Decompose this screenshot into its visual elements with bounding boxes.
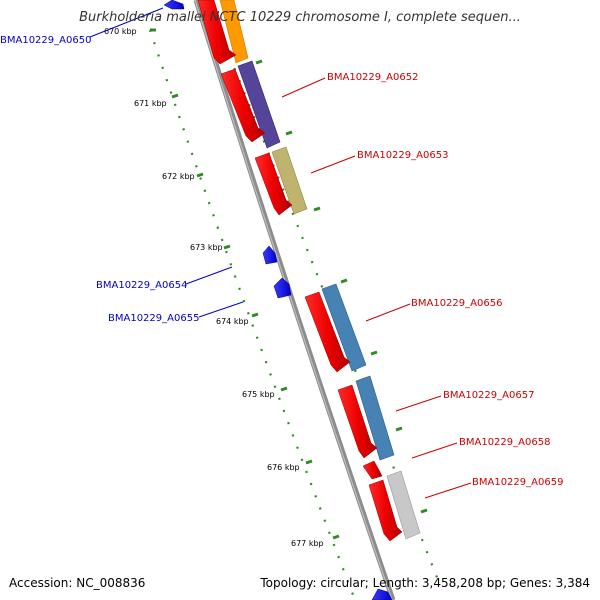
tick-label: 670 kbp [104, 27, 137, 36]
gene-label-a0659[interactable]: BMA10229_A0659 [472, 477, 563, 488]
leader-a0655 [198, 301, 244, 318]
feature-khaki [271, 146, 308, 215]
feature-steelblue-1 [321, 283, 367, 372]
tick-label: 675 kbp [242, 390, 275, 399]
leader-a0652 [281, 77, 326, 98]
gene-label-a0658[interactable]: BMA10229_A0658 [459, 437, 550, 448]
tick-label: 676 kbp [267, 463, 300, 472]
gene-arrow-a0651[interactable] [197, 0, 237, 65]
leader-a0650 [89, 7, 164, 38]
leader-a0656 [365, 303, 411, 322]
leader-a0658 [411, 442, 458, 459]
gene-arrow-a0653[interactable] [254, 152, 293, 216]
gene-arrow-a0656[interactable] [304, 291, 351, 373]
gene-arrow-a0659[interactable] [368, 479, 403, 542]
gene-arrow-bottom[interactable] [371, 588, 393, 600]
gene-label-a0650[interactable]: BMA10229_A0650 [0, 35, 91, 46]
gene-arrow-a0657[interactable] [337, 384, 378, 459]
map-title: Burkholderia mallei NCTC 10229 chromosom… [79, 10, 521, 25]
leader-a0654 [185, 266, 233, 285]
chromosome-backbone [193, 0, 396, 600]
outer-ticks [255, 59, 428, 514]
gene-arrow-a0650[interactable] [163, 0, 185, 10]
tick-label: 672 kbp [162, 172, 195, 181]
leader-a0653 [310, 155, 356, 174]
leader-a0657 [395, 395, 442, 412]
leader-a0659 [424, 482, 472, 499]
tick-label: 674 kbp [216, 317, 249, 326]
gene-arrow-a0654[interactable] [262, 245, 278, 265]
kbp-ticks [150, 28, 340, 540]
tick-label: 677 kbp [291, 539, 324, 548]
gene-arrow-a0652[interactable] [220, 68, 266, 143]
feature-orange [219, 0, 249, 64]
gene-label-a0656[interactable]: BMA10229_A0656 [411, 298, 502, 309]
gene-label-a0657[interactable]: BMA10229_A0657 [443, 390, 534, 401]
gene-label-a0652[interactable]: BMA10229_A0652 [327, 72, 418, 83]
gene-label-a0653[interactable]: BMA10229_A0653 [357, 150, 448, 161]
genome-summary: Topology: circular; Length: 3,458,208 bp… [260, 576, 590, 590]
tick-label: 671 kbp [134, 99, 167, 108]
gene-arrow-a0658[interactable] [362, 460, 383, 480]
feature-purple [237, 60, 281, 149]
gene-label-a0654[interactable]: BMA10229_A0654 [96, 280, 187, 291]
feature-lightgray [386, 470, 421, 540]
feature-steelblue-2 [355, 375, 395, 461]
gene-label-a0655[interactable]: BMA10229_A0655 [108, 313, 199, 324]
gene-arrow-a0655[interactable] [273, 277, 292, 299]
accession-label: Accession: NC_008836 [9, 576, 146, 590]
tick-label: 673 kbp [190, 243, 223, 252]
